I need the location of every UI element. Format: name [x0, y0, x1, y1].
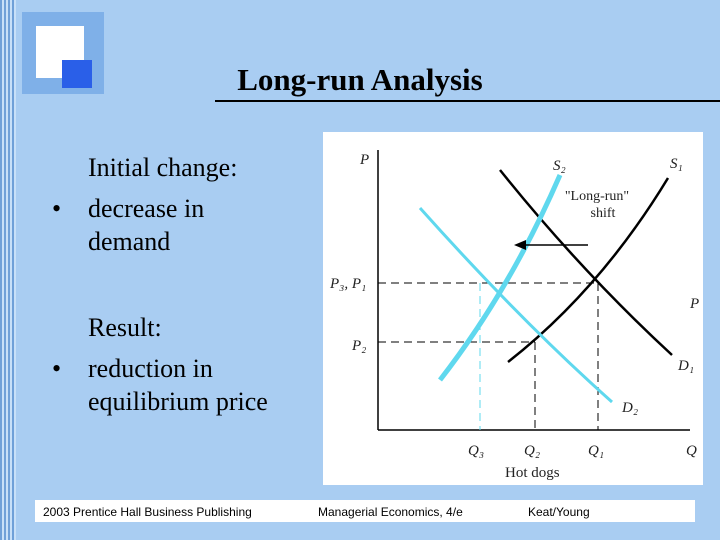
q-label: Q₃ [468, 443, 484, 459]
curve-label: S₁ [670, 156, 683, 172]
shift-label: "Long-run" [565, 189, 629, 204]
bullet-heading: Result: [88, 313, 162, 342]
bullet-line: demand [88, 227, 170, 256]
bullet-dot: • [52, 194, 61, 223]
axis-label: Q [686, 443, 697, 459]
curve-label: D₁ [677, 358, 694, 374]
bullet-dot: • [52, 354, 61, 383]
axis-title: Hot dogs [505, 465, 560, 481]
bullet-line: reduction in [88, 354, 213, 383]
curve-label: D₂ [621, 400, 638, 416]
bullets: Initial change: • decrease in demand Res… [52, 153, 268, 416]
footer-bar [35, 500, 695, 522]
deco-square [62, 60, 92, 88]
footer-text: 2003 Prentice Hall Business Publishing [43, 505, 252, 519]
arrow-head [514, 240, 526, 250]
footer-text: Managerial Economics, 4/e [318, 505, 463, 519]
supply-new [438, 174, 563, 382]
supply-old [507, 177, 670, 363]
q-label: Q₁ [588, 443, 604, 459]
curve-label: S₂ [553, 158, 566, 174]
axis-label: P [359, 152, 369, 168]
demand-old [499, 169, 673, 356]
bullet-line: equilibrium price [88, 387, 268, 416]
price-label: P [689, 296, 699, 312]
title: Long-run Analysis [237, 62, 483, 97]
price-label: P₃, P₁ [329, 276, 366, 292]
demand-new [418, 207, 613, 404]
footer-text: Keat/Young [528, 505, 590, 519]
diagram: P Q Hot dogs S₂ S₁ "Long-run" shift P₃, … [323, 132, 703, 485]
bullet-heading: Initial change: [88, 153, 237, 182]
shift-label: shift [591, 206, 616, 221]
side-stripe [0, 0, 16, 540]
price-label: P₂ [351, 338, 366, 354]
bullet-line: decrease in [88, 194, 204, 223]
q-label: Q₂ [524, 443, 540, 459]
